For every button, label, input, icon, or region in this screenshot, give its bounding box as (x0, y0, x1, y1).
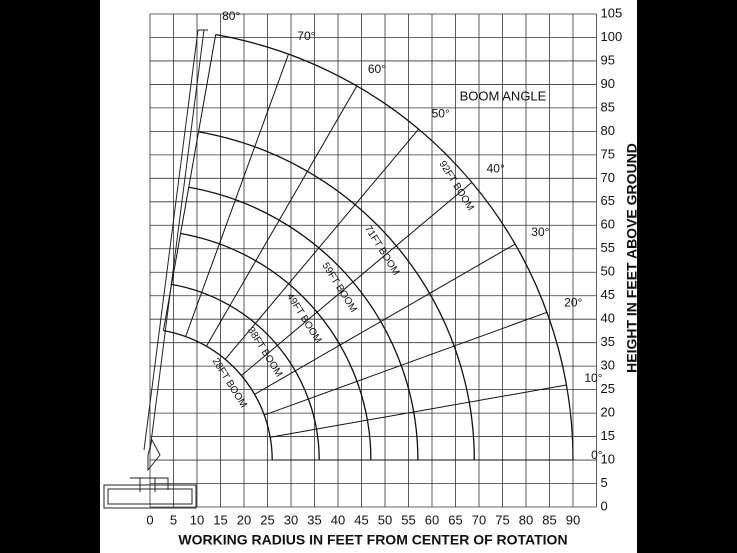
y-tick-label: 100 (601, 29, 623, 44)
y-axis-label: HEIGHT IN FEET ABOVE GROUND (624, 143, 640, 373)
angle-label: 60° (368, 62, 386, 76)
angle-line (241, 182, 473, 376)
x-tick-label: 35 (307, 512, 321, 527)
y-tick-label: 70 (601, 170, 615, 185)
x-tick-label: 0 (146, 512, 153, 527)
y-tick-label: 60 (601, 217, 615, 232)
x-tick-label: 75 (495, 512, 509, 527)
y-tick-label: 45 (601, 287, 615, 302)
crane-turret (130, 477, 169, 492)
y-tick-label: 85 (601, 99, 615, 114)
y-tick-label: 0 (601, 498, 608, 513)
x-tick-label: 45 (354, 512, 368, 527)
y-tick-label: 25 (601, 381, 615, 396)
crane-base (103, 484, 197, 509)
angle-line (270, 384, 567, 438)
angle-line (254, 243, 516, 395)
y-tick-label: 105 (601, 5, 623, 20)
annotation: BOOM ANGLE (460, 88, 547, 103)
y-tick-label: 80 (601, 123, 615, 138)
angle-line (205, 85, 358, 347)
angle-line (264, 311, 548, 416)
x-tick-label: 10 (190, 512, 204, 527)
angle-label: 0° (591, 448, 603, 462)
angle-line (185, 53, 289, 337)
x-tick-label: 30 (284, 512, 298, 527)
x-tick-label: 20 (237, 512, 251, 527)
x-axis-label: WORKING RADIUS IN FEET FROM CENTER OF RO… (178, 532, 567, 548)
angle-label: 50° (432, 107, 450, 121)
x-tick-label: 50 (378, 512, 392, 527)
x-tick-label: 80 (519, 512, 533, 527)
crane-outline (103, 29, 208, 509)
y-tick-label: 55 (601, 240, 615, 255)
x-tick-label: 60 (425, 512, 439, 527)
y-tick-label: 35 (601, 334, 615, 349)
x-tick-label: 5 (170, 512, 177, 527)
angle-label: 20° (564, 296, 582, 310)
angle-label: 70° (297, 29, 315, 43)
crane-mount (147, 438, 161, 472)
y-tick-label: 30 (601, 358, 615, 373)
y-tick-label: 15 (601, 428, 615, 443)
x-tick-label: 90 (566, 512, 580, 527)
y-tick-label: 65 (601, 193, 615, 208)
y-tick-label: 75 (601, 146, 615, 161)
y-tick-label: 20 (601, 405, 615, 420)
angle-line (224, 128, 419, 360)
y-tick-label: 40 (601, 311, 615, 326)
plot-background (100, 0, 637, 553)
y-tick-label: 50 (601, 264, 615, 279)
x-tick-label: 15 (213, 512, 227, 527)
y-tick-label: 95 (601, 52, 615, 67)
y-tick-label: 10 (601, 451, 615, 466)
x-tick-label: 85 (542, 512, 556, 527)
x-tick-label: 70 (472, 512, 486, 527)
angle-label: 80° (222, 9, 240, 23)
angle-label: 30° (531, 225, 549, 239)
y-tick-label: 90 (601, 76, 615, 91)
grid: 0 5 10 15 20 25 30 35 40 45 50 55 60 65 70 75 80 85 90 0 5 10… (146, 5, 622, 527)
x-tick-label: 40 (331, 512, 345, 527)
crane-boom (143, 29, 208, 451)
x-tick-label: 65 (448, 512, 462, 527)
x-tick-label: 25 (260, 512, 274, 527)
angle-label: 10° (584, 371, 602, 385)
angle-label: 40° (487, 162, 505, 176)
y-tick-label: 5 (601, 475, 608, 490)
x-tick-label: 55 (401, 512, 415, 527)
